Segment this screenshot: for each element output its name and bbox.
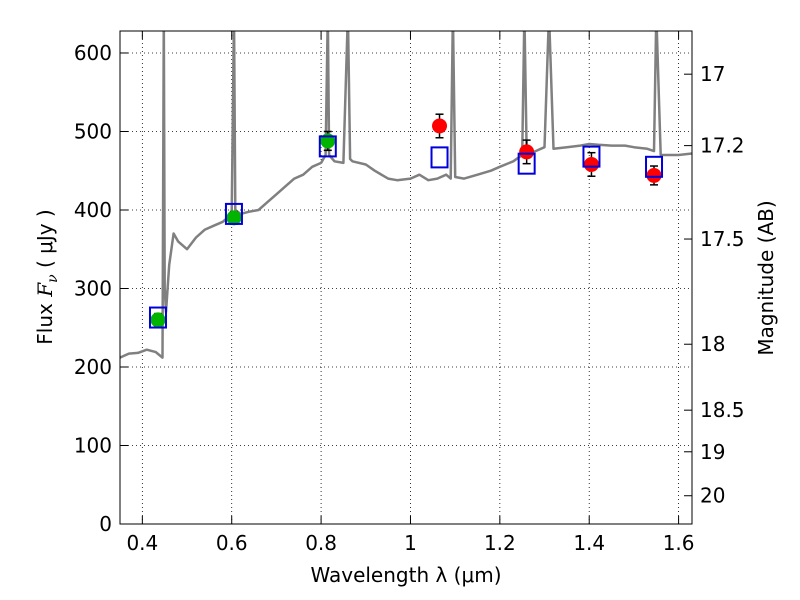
model-box xyxy=(582,145,601,168)
right-tick-label: 18.5 xyxy=(700,398,745,422)
green-data-point xyxy=(226,210,242,226)
x-tick-label: 0.8 xyxy=(305,531,337,555)
right-tick-label: 17 xyxy=(700,62,725,86)
axes: 0.4 0.6 0.8 1 1.2 1.4 1.6 0 100 200 300 400 500 600 17… xyxy=(74,31,745,555)
x-axis-label: Wavelength λ (μm) xyxy=(310,563,501,587)
model-box xyxy=(318,135,337,158)
red-data-point xyxy=(519,144,535,160)
red-data-point xyxy=(646,167,662,183)
right-tick-label: 18 xyxy=(700,332,725,356)
x-tick-label: 0.6 xyxy=(216,531,248,555)
right-tick-label: 17.2 xyxy=(700,134,745,158)
x-tick-label: 1.4 xyxy=(573,531,605,555)
y-axis-label-right: Magnitude (AB) xyxy=(754,200,778,355)
y-tick-label: 500 xyxy=(74,119,112,143)
model-box xyxy=(430,146,449,169)
y-tick-label: 100 xyxy=(74,433,112,457)
x-tick-label: 1.6 xyxy=(663,531,695,555)
y-tick-label: 0 xyxy=(99,512,112,536)
red-data-point xyxy=(583,156,599,172)
y-tick-label: 400 xyxy=(74,198,112,222)
y-tick-label: 200 xyxy=(74,355,112,379)
green-data-point xyxy=(150,312,166,328)
model-box xyxy=(517,152,536,175)
x-tick-label: 1 xyxy=(404,531,417,555)
right-tick-label: 17.5 xyxy=(700,227,745,251)
x-tick-label: 1.2 xyxy=(484,531,516,555)
y-tick-label: 600 xyxy=(74,41,112,65)
right-tick-label: 20 xyxy=(700,484,725,508)
red-data-point xyxy=(432,118,448,134)
y-tick-label: 300 xyxy=(74,276,112,300)
y-axis-label-left: Flux Fν ( μJy ) xyxy=(33,209,61,344)
data-layer xyxy=(120,31,692,359)
y-axis-label-symbol: F xyxy=(33,282,57,298)
model-box xyxy=(148,306,167,329)
x-tick-label: 0.4 xyxy=(126,531,158,555)
right-tick-label: 19 xyxy=(700,440,725,464)
model-box xyxy=(224,202,243,225)
spectrum-line xyxy=(120,31,692,359)
y-axis-label-unit: ( μJy ) xyxy=(33,209,57,274)
y-axis-label-subscript: ν xyxy=(45,274,61,283)
model-box xyxy=(645,155,664,178)
y-axis-label-prefix: Flux xyxy=(33,297,57,345)
plot-frame xyxy=(119,30,693,525)
